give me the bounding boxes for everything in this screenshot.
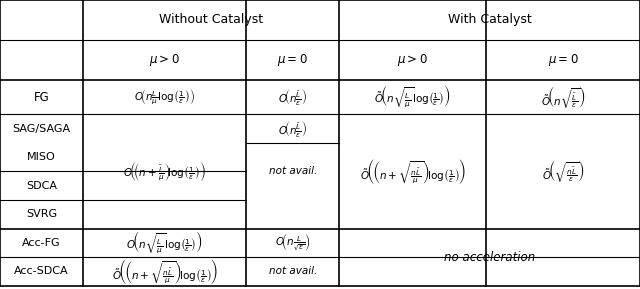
Text: $\mu > 0$: $\mu > 0$: [150, 52, 180, 68]
Text: SVRG: SVRG: [26, 209, 57, 219]
Text: $\mu = 0$: $\mu = 0$: [548, 52, 579, 68]
Text: SAG/SAGA: SAG/SAGA: [13, 124, 70, 134]
Text: $\tilde{O}\!\left(\!\left(n+\sqrt{\frac{n\bar{L}}{\mu}}\right)\!\log\!\left(\fra: $\tilde{O}\!\left(\!\left(n+\sqrt{\frac{…: [111, 257, 218, 286]
Text: With Catalyst: With Catalyst: [448, 14, 531, 27]
Text: $\tilde{O}\!\left(n\sqrt{\frac{L}{\mu}}\log\!\left(\frac{1}{\varepsilon}\right)\: $\tilde{O}\!\left(n\sqrt{\frac{L}{\mu}}\…: [374, 84, 451, 110]
Text: $\mu > 0$: $\mu > 0$: [397, 52, 428, 68]
Text: SDCA: SDCA: [26, 181, 57, 191]
Text: $O\!\left(\!\left(n+\frac{\bar{L}}{\mu}\right)\!\log\!\left(\frac{1}{\varepsilon: $O\!\left(\!\left(n+\frac{\bar{L}}{\mu}\…: [124, 160, 206, 183]
Text: $O\!\left(n\frac{\bar{L}}{\varepsilon}\right)$: $O\!\left(n\frac{\bar{L}}{\varepsilon}\r…: [278, 118, 307, 138]
Text: no acceleration: no acceleration: [444, 251, 535, 264]
Text: $\mu = 0$: $\mu = 0$: [278, 52, 308, 68]
Text: $\tilde{O}\!\left(\!\left(n+\sqrt{\frac{n\bar{L}}{\mu}}\right)\!\log\!\left(\fra: $\tilde{O}\!\left(\!\left(n+\sqrt{\frac{…: [360, 157, 466, 186]
Text: $\tilde{O}\!\left(\sqrt{\frac{n\bar{L}}{\varepsilon}}\right)$: $\tilde{O}\!\left(\sqrt{\frac{n\bar{L}}{…: [542, 158, 584, 184]
Text: Without Catalyst: Without Catalyst: [159, 14, 263, 27]
Text: not avail.: not avail.: [269, 266, 317, 276]
Text: $O\!\left(n\frac{\bar{L}}{\varepsilon}\right)$: $O\!\left(n\frac{\bar{L}}{\varepsilon}\r…: [278, 87, 307, 107]
Text: $O\!\left(n\frac{L}{\mu}\log\!\left(\frac{1}{\varepsilon}\right)\right)$: $O\!\left(n\frac{L}{\mu}\log\!\left(\fra…: [134, 88, 195, 107]
Text: FG: FG: [34, 91, 49, 104]
Text: MISO: MISO: [28, 152, 56, 162]
Text: Acc-FG: Acc-FG: [22, 238, 61, 248]
Text: $O\!\left(n\frac{L}{\sqrt{\varepsilon}}\right)$: $O\!\left(n\frac{L}{\sqrt{\varepsilon}}\…: [275, 232, 310, 253]
Text: Acc-SDCA: Acc-SDCA: [14, 266, 69, 276]
Text: $\tilde{O}\!\left(n\sqrt{\frac{\bar{L}}{\varepsilon}}\right)$: $\tilde{O}\!\left(n\sqrt{\frac{\bar{L}}{…: [541, 84, 586, 110]
Text: $O\!\left(n\sqrt{\frac{L}{\mu}}\log\!\left(\frac{1}{\varepsilon}\right)\right)$: $O\!\left(n\sqrt{\frac{L}{\mu}}\log\!\le…: [126, 230, 204, 256]
Text: not avail.: not avail.: [269, 166, 317, 176]
